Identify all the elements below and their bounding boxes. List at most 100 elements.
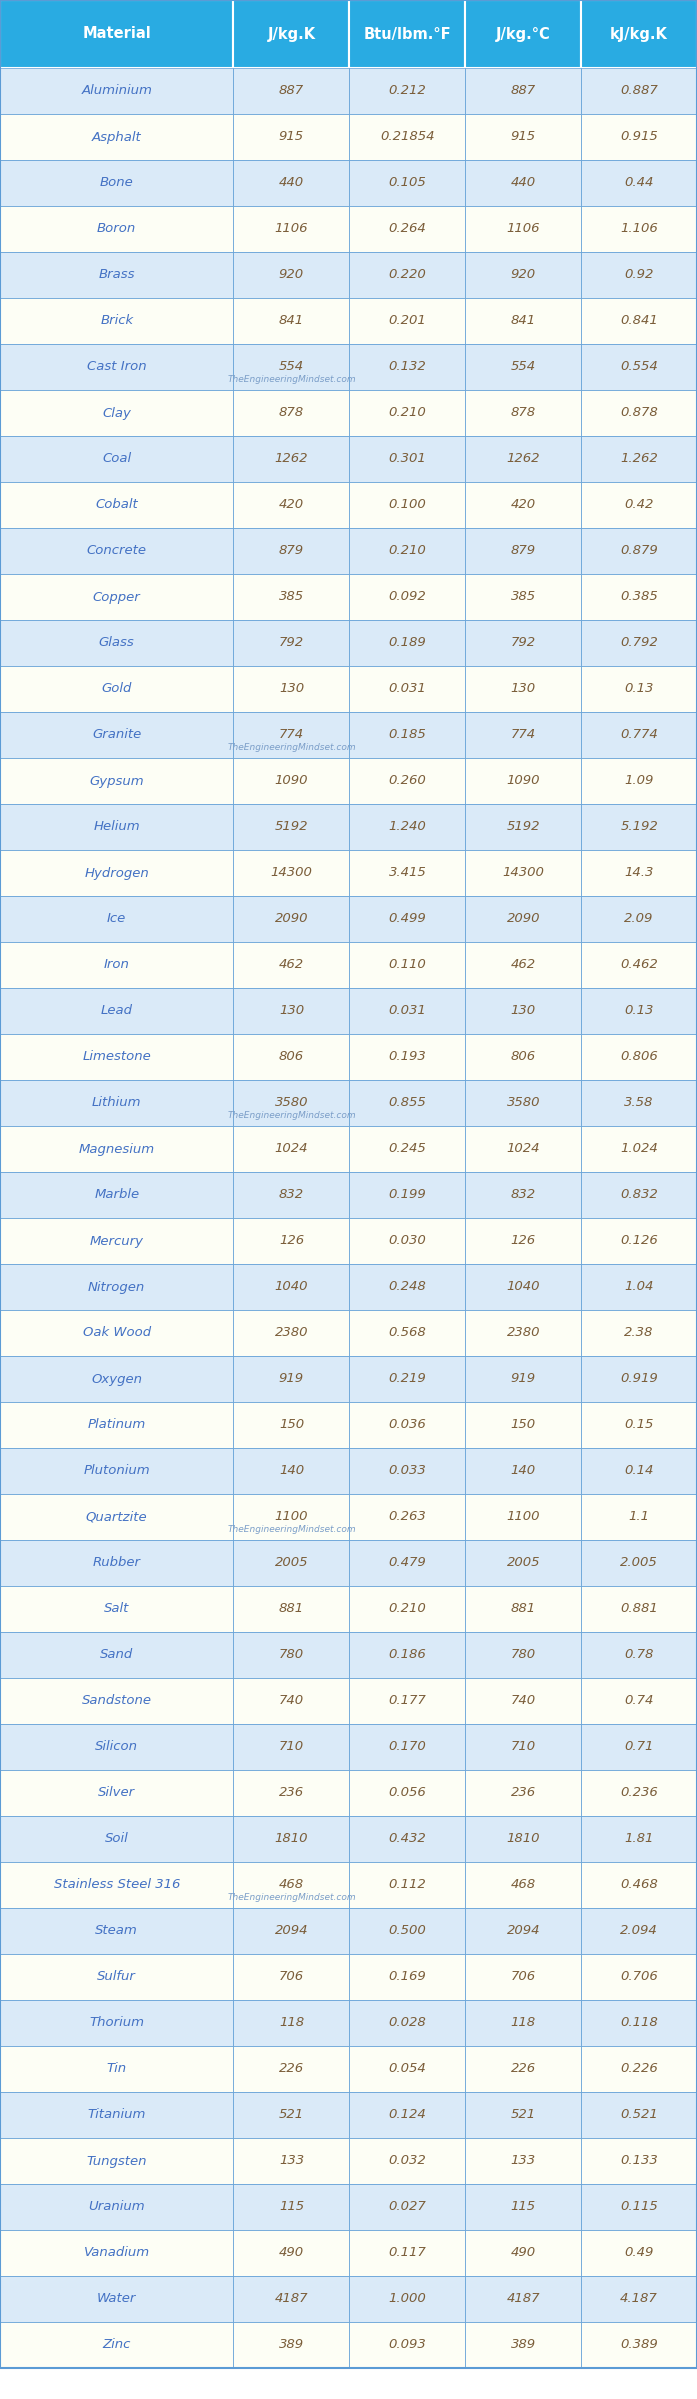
Text: 881: 881 [279, 1603, 304, 1615]
Bar [466, 1586, 581, 1631]
Text: 2.005: 2.005 [620, 1557, 658, 1569]
Bar [0, 1862, 233, 1907]
Bar [233, 2092, 349, 2138]
Text: 0.124: 0.124 [388, 2109, 427, 2121]
Bar [233, 667, 349, 713]
Text: 774: 774 [279, 729, 304, 741]
Bar [581, 1034, 697, 1080]
Bar [466, 1495, 581, 1540]
Text: Oxygen: Oxygen [91, 1372, 142, 1387]
Text: Asphalt: Asphalt [92, 130, 141, 144]
Text: 0.027: 0.027 [388, 2200, 427, 2214]
Text: 490: 490 [279, 2245, 304, 2260]
Bar [581, 437, 697, 482]
Bar [581, 573, 697, 619]
Text: 0.112: 0.112 [388, 1878, 427, 1890]
Bar [0, 437, 233, 482]
Text: 133: 133 [279, 2154, 304, 2169]
Bar [233, 988, 349, 1034]
Bar [349, 758, 466, 804]
Text: J/kg.°C: J/kg.°C [496, 26, 551, 41]
Bar [233, 482, 349, 528]
Bar [233, 1264, 349, 1310]
Text: 0.468: 0.468 [620, 1878, 658, 1890]
Text: 420: 420 [511, 499, 536, 511]
Text: 1810: 1810 [275, 1833, 308, 1845]
Text: Brass: Brass [98, 269, 135, 281]
Bar [233, 161, 349, 206]
Text: 389: 389 [279, 2339, 304, 2351]
Bar [581, 2322, 697, 2368]
Bar [233, 804, 349, 849]
Text: 0.100: 0.100 [388, 499, 427, 511]
Text: Marble: Marble [94, 1188, 139, 1202]
Text: 0.919: 0.919 [620, 1372, 658, 1387]
Text: 3580: 3580 [275, 1096, 308, 1108]
Text: 4187: 4187 [275, 2293, 308, 2305]
Text: 0.105: 0.105 [388, 178, 427, 190]
Bar [233, 758, 349, 804]
Text: 792: 792 [279, 636, 304, 650]
Text: 0.117: 0.117 [388, 2245, 427, 2260]
Bar [233, 573, 349, 619]
Text: Soil: Soil [105, 1833, 129, 1845]
Text: 468: 468 [511, 1878, 536, 1890]
Text: Aluminium: Aluminium [82, 84, 152, 98]
Bar [233, 252, 349, 297]
Text: 118: 118 [511, 2018, 536, 2030]
Bar [233, 2046, 349, 2092]
Bar [466, 1816, 581, 1862]
Bar [349, 67, 466, 115]
Text: Zinc: Zinc [102, 2339, 131, 2351]
Bar [349, 2001, 466, 2046]
Text: 780: 780 [279, 1648, 304, 1663]
Bar [233, 1677, 349, 1725]
Bar [233, 1080, 349, 1125]
Text: Gypsum: Gypsum [89, 775, 144, 787]
Bar [0, 297, 233, 343]
Bar [233, 1495, 349, 1540]
Bar [0, 1034, 233, 1080]
Text: Plutonium: Plutonium [84, 1463, 150, 1478]
Bar [581, 1586, 697, 1631]
Text: 0.568: 0.568 [388, 1327, 427, 1339]
Text: Magnesium: Magnesium [79, 1142, 155, 1156]
Bar [581, 482, 697, 528]
Bar [349, 2231, 466, 2277]
Text: 0.185: 0.185 [388, 729, 427, 741]
Text: 706: 706 [511, 1970, 536, 1984]
Text: 226: 226 [511, 2063, 536, 2075]
Text: 915: 915 [279, 130, 304, 144]
Text: 2090: 2090 [275, 912, 308, 926]
Bar [233, 2322, 349, 2368]
Bar [233, 2138, 349, 2183]
Bar [466, 1725, 581, 1770]
Bar [349, 2277, 466, 2322]
Bar [581, 1355, 697, 1401]
Text: 140: 140 [511, 1463, 536, 1478]
Text: 881: 881 [511, 1603, 536, 1615]
Bar [466, 1770, 581, 1816]
Text: 0.028: 0.028 [388, 2018, 427, 2030]
Text: 920: 920 [511, 269, 536, 281]
Bar [349, 619, 466, 667]
Bar [0, 1125, 233, 1173]
Text: Copper: Copper [93, 590, 141, 605]
Bar [0, 1355, 233, 1401]
Text: 2090: 2090 [507, 912, 540, 926]
Bar [466, 619, 581, 667]
Text: 740: 740 [511, 1694, 536, 1708]
Bar [0, 1631, 233, 1677]
Bar [466, 115, 581, 161]
Bar [0, 895, 233, 943]
Text: 1.1: 1.1 [629, 1511, 650, 1523]
Bar [466, 804, 581, 849]
Bar [233, 1725, 349, 1770]
Text: Rubber: Rubber [93, 1557, 141, 1569]
Bar [349, 573, 466, 619]
Text: 780: 780 [511, 1648, 536, 1663]
Text: Hydrogen: Hydrogen [84, 866, 149, 880]
Bar [233, 528, 349, 573]
Bar [466, 943, 581, 988]
Text: 0.186: 0.186 [388, 1648, 427, 1663]
